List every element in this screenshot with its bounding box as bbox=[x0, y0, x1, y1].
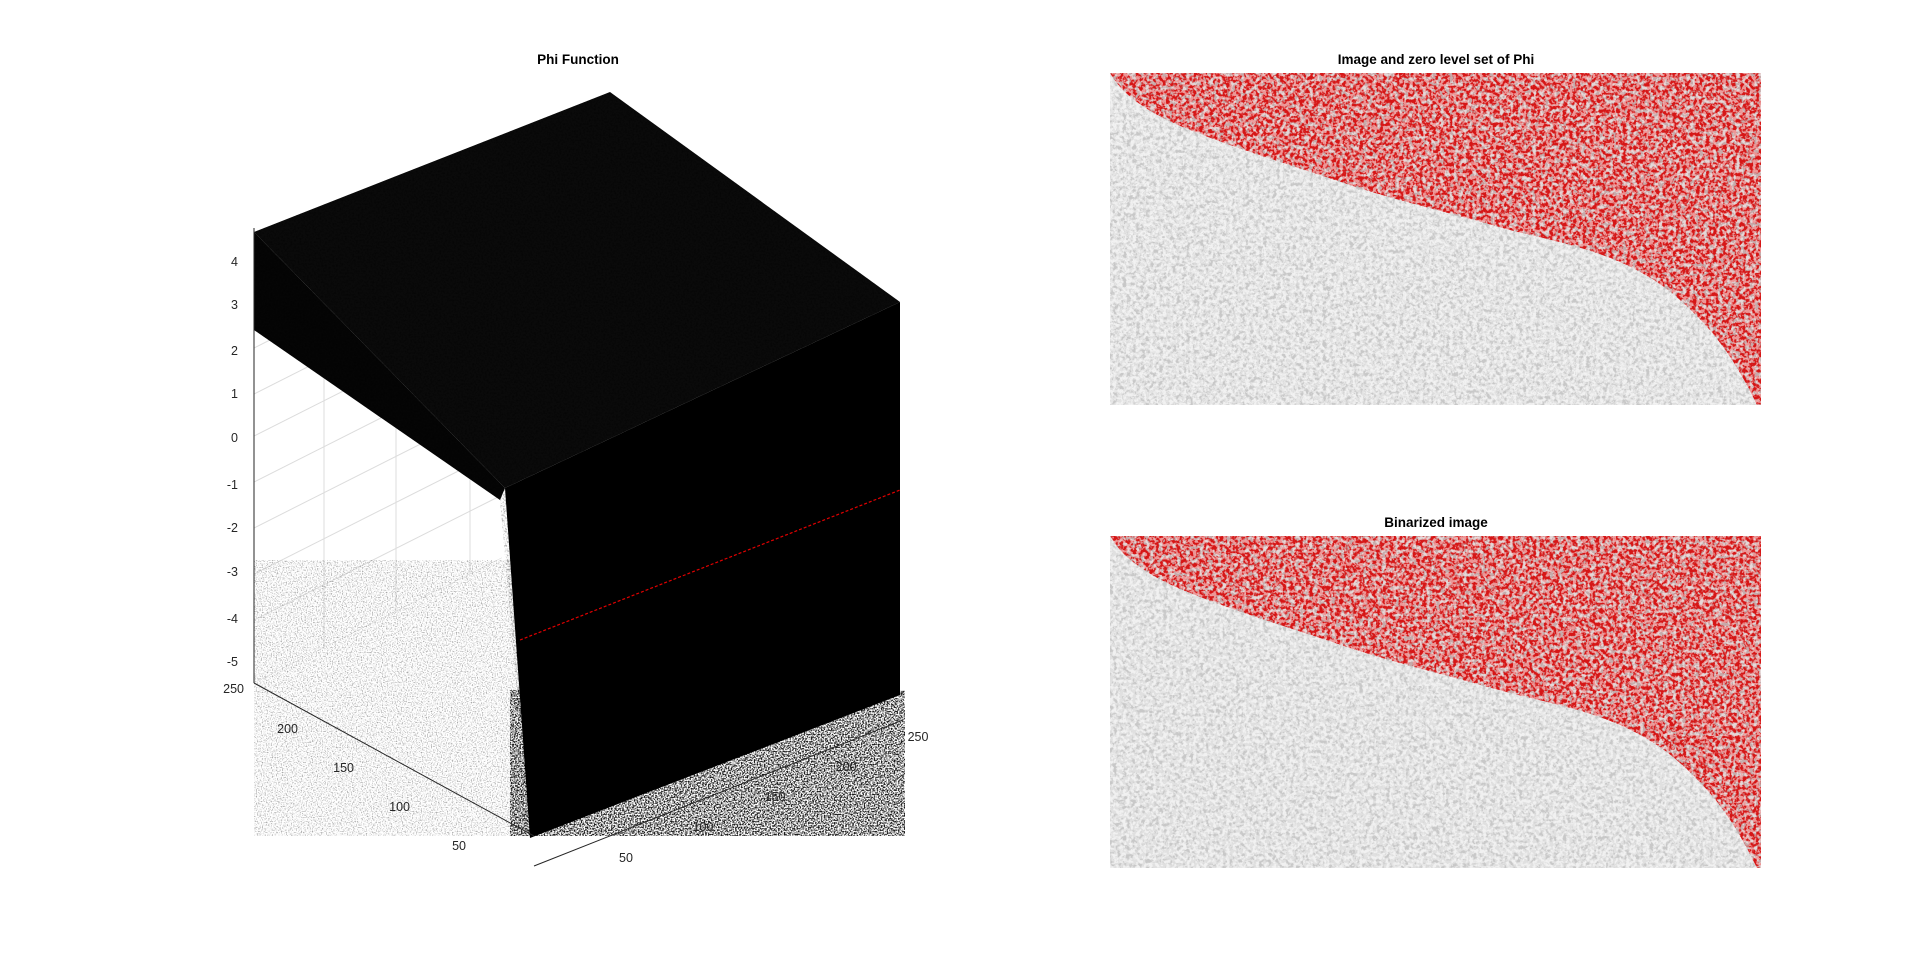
z-tick-label: -2 bbox=[227, 521, 238, 535]
x-tick-label: 250 bbox=[908, 730, 929, 744]
z-tick-label: -5 bbox=[227, 655, 238, 669]
y-tick-label: 200 bbox=[277, 722, 298, 736]
y-tick-label: 150 bbox=[333, 761, 354, 775]
phi-y-axis: 250 200 150 100 50 bbox=[223, 682, 535, 853]
y-tick-label: 250 bbox=[223, 682, 244, 696]
z-tick-label: 4 bbox=[231, 255, 238, 269]
z-tick-label: -3 bbox=[227, 565, 238, 579]
image-zero-level-canvas bbox=[1110, 73, 1761, 405]
z-tick-label: 2 bbox=[231, 344, 238, 358]
z-tick-label: 1 bbox=[231, 387, 238, 401]
image-zero-level-plot: Image and zero level set of Phi bbox=[1110, 52, 1761, 405]
x-tick-label: 50 bbox=[619, 851, 633, 865]
z-tick-label: -4 bbox=[227, 612, 238, 626]
phi-plot-title: Phi Function bbox=[537, 52, 619, 67]
x-tick-label: 150 bbox=[765, 790, 786, 804]
z-tick-label: -1 bbox=[227, 478, 238, 492]
y-tick-label: 100 bbox=[389, 800, 410, 814]
phi-zero-contour bbox=[519, 489, 901, 641]
binarized-image-plot: Binarized image bbox=[1110, 515, 1761, 868]
binarized-plot-title: Binarized image bbox=[1384, 515, 1488, 530]
phi-x-axis: 50 100 150 200 250 bbox=[533, 719, 929, 867]
binarized-image-canvas bbox=[1110, 536, 1761, 868]
image-plot-title: Image and zero level set of Phi bbox=[1338, 52, 1535, 67]
x-tick-label: 100 bbox=[693, 820, 714, 834]
x-tick-label: 200 bbox=[836, 760, 857, 774]
z-tick-label: 0 bbox=[231, 431, 238, 445]
z-tick-label: 3 bbox=[231, 298, 238, 312]
phi-z-axis: 4 3 2 1 0 -1 -2 -3 -4 -5 bbox=[227, 228, 255, 683]
y-tick-label: 50 bbox=[452, 839, 466, 853]
phi-surface-plot: Phi Function bbox=[223, 52, 929, 867]
